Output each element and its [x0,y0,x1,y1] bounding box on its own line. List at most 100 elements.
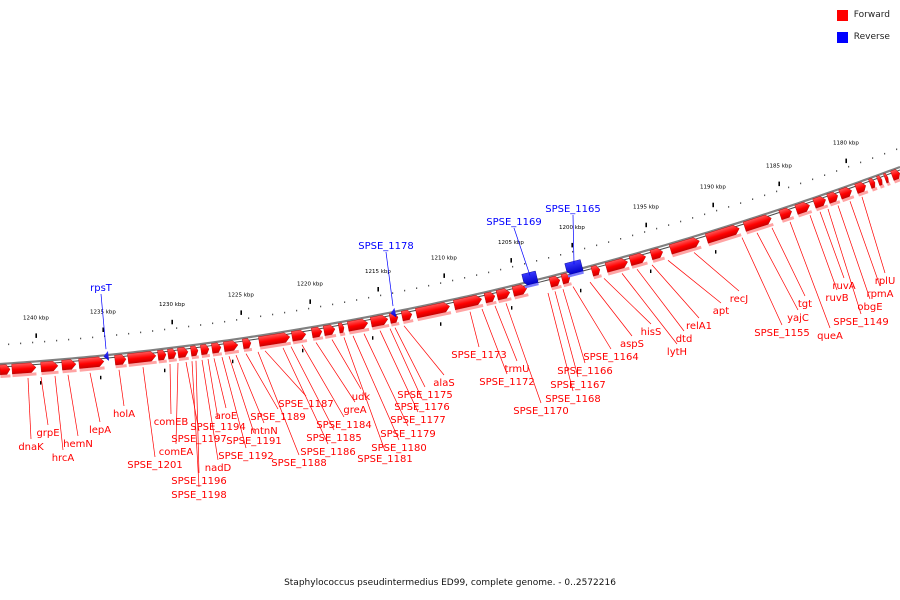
forward-gene-label-hrca: hrcA [52,453,75,464]
forward-leader [651,264,700,319]
forward-gene-arrow [415,302,452,322]
ruler-dot [692,217,694,219]
forward-gene-label-hiss: hisS [641,327,662,338]
forward-gene-arrow [560,273,572,288]
forward-leader [403,325,445,376]
forward-gene-arrow [742,214,774,235]
reverse-gene-arrow [103,350,109,361]
label-leaders [27,196,886,488]
forward-gene-label-spse-1196: SPSE_1196 [171,476,227,487]
forward-gene-arrow [548,275,562,291]
forward-gene-arrow [200,344,211,358]
ruler-dot [524,263,526,265]
forward-leader [756,232,799,311]
forward-gene-label-alas: alaS [433,378,454,389]
forward-gene-arrow [322,324,337,339]
ruler-tick [645,222,647,228]
ruler-dot [344,301,346,303]
gene-position-marker [372,336,374,340]
forward-gene-label-grpe: grpE [36,428,59,439]
gene-position-marker [440,322,442,326]
forward-leader [481,308,508,375]
ruler-tick-label: 1205 kbp [498,240,524,246]
forward-gene-label-spse-1186: SPSE_1186 [300,447,356,458]
ruler-tick [240,310,242,315]
forward-leader [849,201,881,287]
ruler-dot [632,234,634,237]
forward-leader [27,377,32,440]
ruler-dot [680,220,682,223]
forward-leader [819,211,845,279]
ruler-dot [416,287,418,289]
forward-gene-label-rela1: relA1 [686,321,712,332]
ruler-dot [752,198,754,200]
reverse-gene-arrow [390,307,397,318]
forward-gene-arrow [400,309,414,325]
forward-leader [562,289,586,364]
forward-leader [118,369,125,407]
forward-leader [282,347,329,445]
forward-gene-label-grea: greA [343,405,366,416]
ruler-dot [32,341,34,344]
forward-gene-arrow [310,326,324,341]
ruler-dot [212,322,214,325]
gene-position-marker [511,306,513,310]
forward-leader [693,252,740,292]
forward-gene-label-spse-1175: SPSE_1175 [397,390,453,401]
ruler-dot [860,161,862,164]
forward-gene-label-hemn: hemN [63,439,93,450]
forward-leader [554,291,579,378]
forward-gene-label-ruva: ruvA [832,281,855,292]
legend-item-forward: Forward [836,8,890,22]
forward-gene-arrow [347,318,370,335]
forward-gene-label-dnak: dnaK [18,442,44,453]
ruler-dot [440,282,442,284]
forward-leader [235,354,265,424]
ruler-dot [740,202,742,204]
forward-gene-label-spse-1192: SPSE_1192 [218,451,274,462]
reverse-gene-label-spse-1169: SPSE_1169 [486,217,542,228]
forward-leader [603,278,652,325]
forward-gene-arrow [883,172,891,187]
forward-leader [191,361,200,488]
forward-leader [67,374,79,437]
ruler-dot [272,313,274,316]
forward-gene-label-spse-1179: SPSE_1179 [380,429,436,440]
ruler-dot [68,338,70,341]
forward-gene-arrow [649,247,665,263]
reverse-gene-arrow [521,270,539,289]
forward-gene-label-spse-1173: SPSE_1173 [451,350,507,361]
forward-gene-label-spse-1191: SPSE_1191 [226,436,282,447]
forward-leader [667,260,722,304]
ruler-tick-label: 1190 kbp [700,185,726,191]
ruler-tick-label: 1230 kbp [159,302,185,308]
forward-gene-label-dtd: dtd [676,334,693,345]
forward-gene-label-spse-1176: SPSE_1176 [394,402,450,413]
ruler-dot [284,311,286,314]
forward-gene-arrow [78,356,105,372]
ruler-dot [716,209,718,212]
gene-position-marker [100,375,102,380]
forward-leader [257,351,300,456]
ruler-tick-label: 1210 kbp [431,255,457,261]
forward-leader [789,221,831,329]
forward-gene-label-ruvb: ruvB [825,293,848,304]
forward-gene-arrow [838,187,855,203]
forward-gene-arrow [61,359,77,374]
ruler-dot [584,247,586,250]
reverse-swatch [836,31,848,43]
legend: Forward Reverse [836,8,890,52]
forward-gene-label-recj: recJ [730,294,749,305]
forward-gene-label-lepa: lepA [89,425,111,436]
ruler-dot [404,289,406,292]
ruler-dot [644,231,646,233]
ruler-dot [512,265,514,268]
ruler-tick [171,319,173,325]
ruler-tick-label: 1200 kbp [559,225,585,231]
forward-gene-arrow [668,237,702,258]
forward-gene-arrow [369,314,390,331]
ruler-dot [812,178,814,181]
ruler-tick-label: 1185 kbp [766,164,792,170]
reverse-genes [103,259,584,361]
